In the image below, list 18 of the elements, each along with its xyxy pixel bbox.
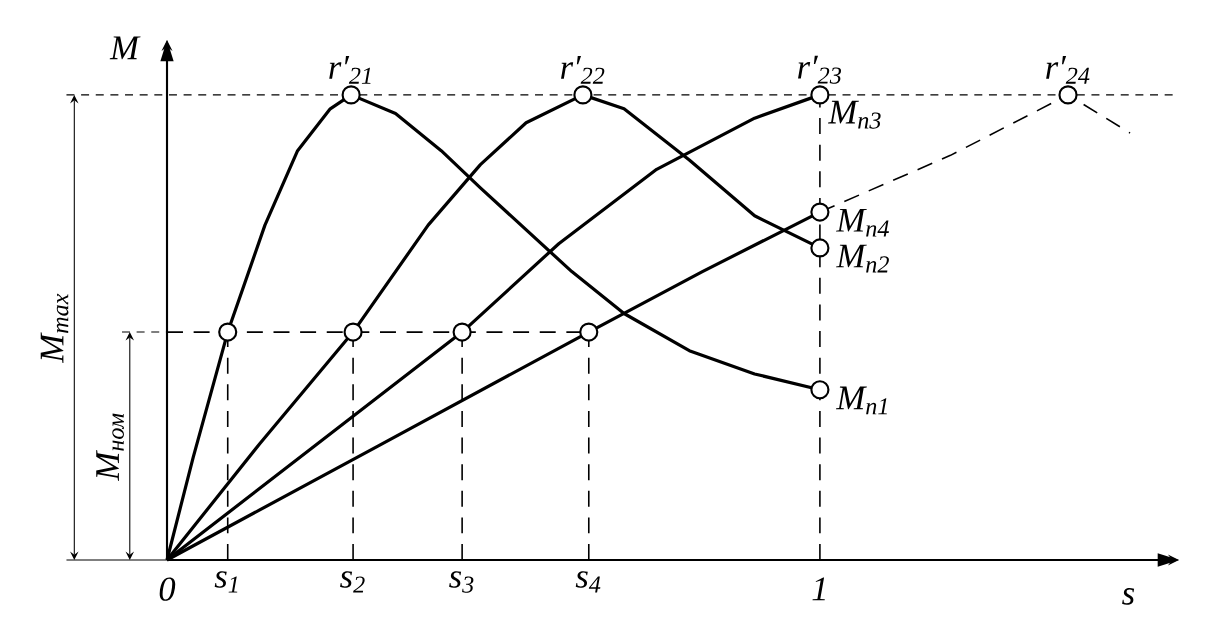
- x-tick-label: 1: [812, 577, 825, 601]
- annotation: s$_{1}$: [214, 571, 238, 593]
- annotation: r′$_{21}$: [329, 55, 371, 84]
- annotation: s$_{3}$: [449, 571, 474, 593]
- legend-label: M$_{max}$: [40, 293, 69, 364]
- annotation: r′$_{23}$: [798, 55, 842, 84]
- annotation: M$_{п4}$: [836, 208, 889, 237]
- text: M$_{ном}$: [96, 413, 124, 481]
- annotation: M$_{п3}$: [828, 100, 881, 129]
- x-tick-label: 0: [159, 577, 176, 601]
- annotation: M$_{п2}$: [836, 244, 889, 273]
- annotation: r′$_{22}$: [561, 55, 605, 84]
- annotation: M$_{п1}$: [836, 386, 887, 415]
- y-axis-title: M: [109, 36, 141, 60]
- annotation: r′$_{24}$: [1046, 55, 1090, 84]
- x-axis-title: s: [1122, 588, 1135, 605]
- annotation: s$_{4}$: [575, 571, 601, 593]
- annotation: s$_{2}$: [340, 571, 365, 593]
